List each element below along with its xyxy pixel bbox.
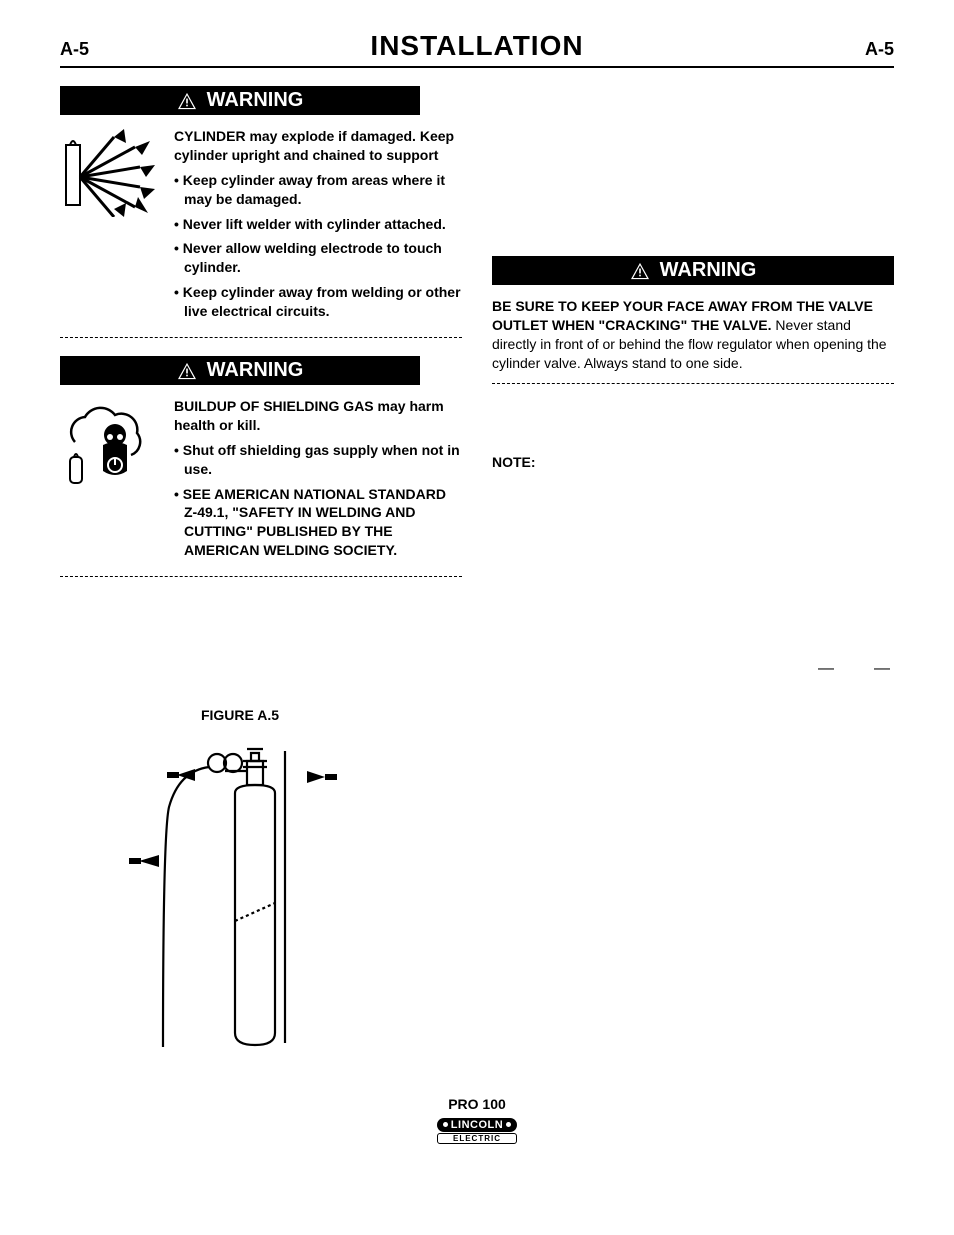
warning-banner-3: WARNING [492, 256, 894, 285]
brand-bot-label: ELECTRIC [437, 1133, 517, 1144]
list-item: Keep cylinder away from welding or other… [174, 283, 462, 321]
warning-1-text: CYLINDER may explode if damaged. Keep cy… [174, 127, 462, 327]
warning-2-list: Shut off shielding gas supply when not i… [174, 441, 462, 560]
warning-banner-2-label: WARNING [207, 359, 304, 382]
list-item: Shut off shielding gas supply when not i… [174, 441, 462, 479]
left-column: WARNING CYLI [60, 86, 462, 1056]
dash-b: — [874, 660, 890, 678]
cylinder-regulator-diagram-icon [125, 731, 355, 1051]
warning-triangle-icon [177, 92, 197, 110]
figure-a5: FIGURE A.5 [60, 707, 420, 1056]
warning-2-heading: BUILDUP OF SHIELDING GAS may harm health… [174, 397, 462, 435]
warning-triangle-icon [630, 262, 650, 280]
warning-banner-1: WARNING [60, 86, 420, 115]
warning-block-1: CYLINDER may explode if damaged. Keep cy… [60, 127, 462, 327]
list-item: SEE AMERICAN NATIONAL STANDARD Z-49.1, "… [174, 485, 462, 561]
right-column: WARNING BE SURE TO KEEP YOUR FACE AWAY F… [492, 86, 894, 1056]
brand-dot-icon [506, 1122, 511, 1127]
list-item: Keep cylinder away from areas where it m… [174, 171, 462, 209]
warning-block-2: BUILDUP OF SHIELDING GAS may harm health… [60, 397, 462, 566]
footer-model: PRO 100 [60, 1096, 894, 1112]
dash-a: — [818, 660, 834, 678]
page-ref-right: A-5 [865, 39, 894, 60]
divider [492, 383, 894, 384]
warning-banner-1-label: WARNING [207, 89, 304, 112]
list-item: Never lift welder with cylinder attached… [174, 215, 462, 234]
page-header: A-5 INSTALLATION A-5 [60, 30, 894, 68]
warning-3-text: BE SURE TO KEEP YOUR FACE AWAY FROM THE … [492, 297, 894, 373]
page-ref-left: A-5 [60, 39, 89, 60]
divider [60, 576, 462, 577]
page-title: INSTALLATION [370, 30, 583, 62]
content-columns: WARNING CYLI [60, 86, 894, 1056]
brand-top-label: LINCOLN [451, 1119, 503, 1131]
cylinder-explode-icon [60, 127, 160, 327]
spacer [492, 86, 894, 256]
page-footer: PRO 100 LINCOLN ELECTRIC [60, 1096, 894, 1146]
brand-top: LINCOLN [437, 1118, 517, 1132]
list-item: Never allow welding electrode to touch c… [174, 239, 462, 277]
warning-2-text: BUILDUP OF SHIELDING GAS may harm health… [174, 397, 462, 566]
brand-badge: LINCOLN ELECTRIC [437, 1114, 517, 1144]
warning-1-list: Keep cylinder away from areas where it m… [174, 171, 462, 321]
gas-cloud-person-icon [60, 397, 160, 566]
warning-1-heading: CYLINDER may explode if damaged. Keep cy… [174, 127, 462, 165]
figure-title: FIGURE A.5 [60, 707, 420, 723]
warning-banner-2: WARNING [60, 356, 420, 385]
brand-dot-icon [443, 1122, 448, 1127]
warning-banner-3-label: WARNING [660, 259, 757, 282]
dash-row: — — [492, 660, 894, 678]
divider [60, 337, 462, 338]
warning-triangle-icon [177, 362, 197, 380]
note-label: NOTE: [492, 454, 894, 470]
